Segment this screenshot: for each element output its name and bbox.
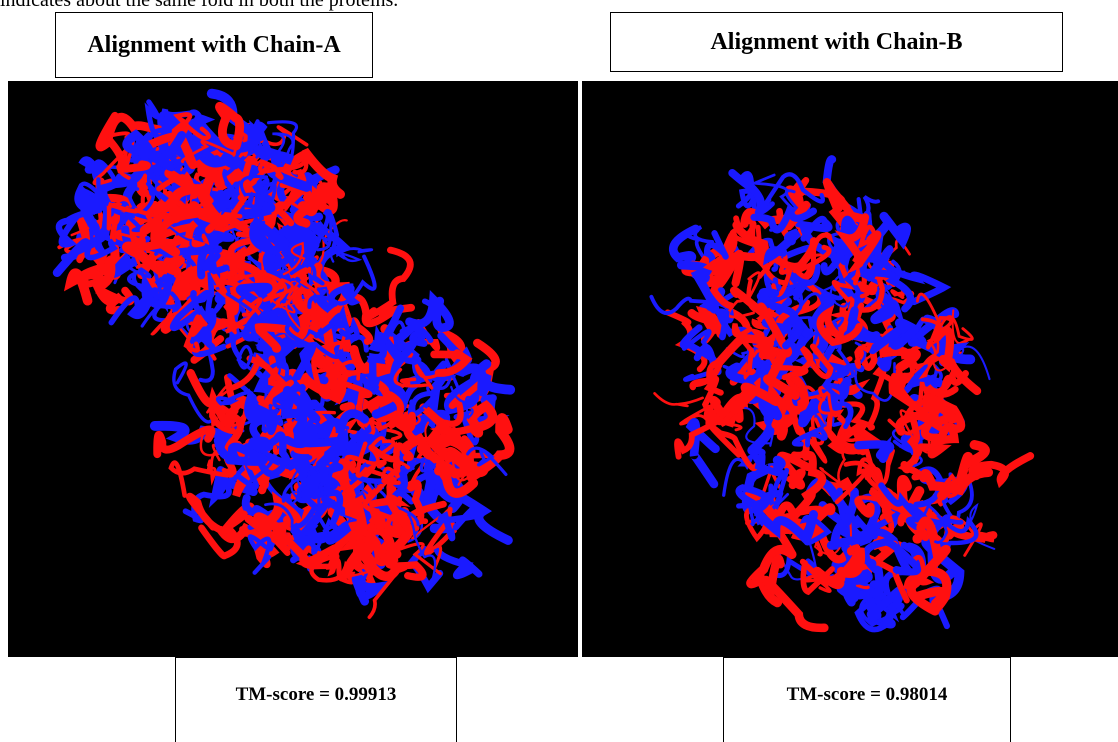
- tm-score-box: TM-score = 0.99913: [175, 657, 457, 742]
- ribbon: [441, 507, 477, 538]
- panel-title: Alignment with Chain-B: [610, 12, 1063, 72]
- panel-title: Alignment with Chain-A: [55, 12, 373, 78]
- protein-structure-image: [582, 81, 1118, 657]
- ribbon: [655, 393, 703, 406]
- ribbon: [437, 548, 479, 575]
- intro-text: indicates about the same fold in both th…: [0, 0, 398, 12]
- page: {"intro_text": "indicates about the same…: [0, 0, 1118, 742]
- tm-score-box: TM-score = 0.98014: [723, 657, 1011, 742]
- ribbon: [410, 300, 450, 328]
- protein-structure-image: [8, 81, 578, 657]
